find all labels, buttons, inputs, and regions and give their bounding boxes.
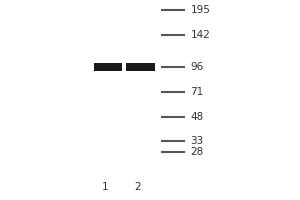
- Text: 1: 1: [102, 182, 108, 192]
- Text: 33: 33: [190, 136, 204, 146]
- Text: 195: 195: [190, 5, 210, 15]
- Text: 48: 48: [190, 112, 204, 122]
- Text: 2: 2: [135, 182, 141, 192]
- Bar: [94, 63, 122, 71]
- Text: 96: 96: [190, 62, 204, 72]
- Text: 28: 28: [190, 147, 204, 157]
- Text: 71: 71: [190, 87, 204, 97]
- Bar: [126, 63, 155, 71]
- Text: 142: 142: [190, 30, 210, 40]
